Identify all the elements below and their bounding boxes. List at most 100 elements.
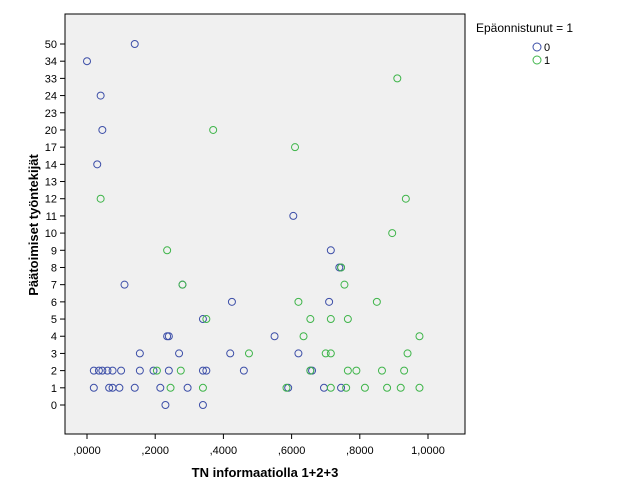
x-tick-label: ,4000 bbox=[210, 445, 238, 457]
data-point bbox=[326, 246, 335, 255]
data-point bbox=[164, 366, 173, 375]
data-point bbox=[360, 383, 369, 392]
data-point bbox=[326, 315, 335, 324]
x-tick-label: ,2000 bbox=[141, 445, 169, 457]
data-point bbox=[183, 383, 192, 392]
y-tick-label: 5 bbox=[51, 314, 57, 326]
data-point bbox=[115, 383, 124, 392]
data-point bbox=[152, 366, 161, 375]
y-tick-label: 9 bbox=[51, 245, 57, 257]
y-tick-label: 6 bbox=[51, 297, 57, 309]
data-point bbox=[415, 383, 424, 392]
data-point bbox=[209, 125, 218, 134]
data-point bbox=[326, 349, 335, 358]
data-point bbox=[135, 366, 144, 375]
data-point bbox=[198, 315, 207, 324]
data-point bbox=[377, 366, 386, 375]
y-tick-label: 34 bbox=[45, 56, 57, 68]
legend: Epäonnistunut = 1 01 bbox=[476, 21, 573, 67]
y-tick-label: 13 bbox=[45, 177, 57, 189]
data-point bbox=[98, 125, 107, 134]
data-point bbox=[130, 40, 139, 48]
x-tick-label: ,0000 bbox=[73, 445, 101, 457]
x-tick-label: ,8000 bbox=[346, 445, 374, 457]
y-tick-label: 23 bbox=[45, 108, 57, 120]
y-tick-label: 12 bbox=[45, 194, 57, 206]
data-point bbox=[299, 332, 308, 341]
data-point bbox=[403, 349, 412, 358]
data-point bbox=[289, 211, 298, 220]
data-point bbox=[135, 349, 144, 358]
y-tick-label: 2 bbox=[51, 366, 57, 378]
data-point bbox=[239, 366, 248, 375]
data-point bbox=[372, 297, 381, 306]
data-point bbox=[415, 332, 424, 341]
data-point bbox=[89, 383, 98, 392]
data-point bbox=[321, 349, 330, 358]
data-point bbox=[117, 366, 126, 375]
y-tick-label: 33 bbox=[45, 73, 57, 85]
y-tick-label: 24 bbox=[45, 91, 57, 103]
data-point bbox=[294, 297, 303, 306]
y-tick-label: 1 bbox=[51, 383, 57, 395]
data-point bbox=[337, 263, 346, 272]
data-point bbox=[198, 401, 207, 409]
legend-label: 0 bbox=[544, 42, 550, 54]
data-point bbox=[96, 194, 105, 203]
legend-title: Epäonnistunut = 1 bbox=[476, 21, 573, 35]
y-tick-label: 14 bbox=[45, 159, 57, 171]
data-point bbox=[226, 349, 235, 358]
data-point bbox=[202, 315, 211, 324]
y-tick-label: 17 bbox=[45, 142, 57, 154]
data-point bbox=[89, 366, 98, 375]
data-point bbox=[198, 366, 207, 375]
y-tick-label: 11 bbox=[46, 211, 57, 223]
data-point bbox=[270, 332, 279, 341]
y-tick-label: 7 bbox=[51, 280, 57, 292]
data-point bbox=[176, 366, 185, 375]
data-point bbox=[282, 383, 291, 392]
data-point bbox=[120, 280, 129, 289]
data-point bbox=[94, 366, 103, 375]
x-tick-label: ,6000 bbox=[278, 445, 306, 457]
data-point bbox=[83, 57, 91, 66]
y-tick-label: 3 bbox=[51, 348, 57, 360]
data-point bbox=[352, 366, 361, 375]
data-point bbox=[108, 366, 117, 375]
y-axis-title: Päätoimiset työntekijät bbox=[26, 154, 41, 296]
x-tick-label: 1,0000 bbox=[411, 445, 445, 457]
legend-label: 1 bbox=[544, 55, 550, 67]
data-point bbox=[291, 143, 300, 152]
data-point bbox=[340, 280, 349, 289]
data-point bbox=[326, 383, 335, 392]
data-point bbox=[161, 401, 170, 409]
y-tick-label: 10 bbox=[45, 228, 57, 240]
data-point bbox=[306, 366, 315, 375]
x-axis: ,0000 ,2000 ,4000 ,6000 ,8000 1,0000 bbox=[73, 434, 445, 457]
data-point bbox=[401, 194, 410, 203]
data-point bbox=[342, 383, 351, 392]
data-point bbox=[383, 383, 392, 392]
y-tick-label: 50 bbox=[45, 39, 57, 51]
data-point bbox=[343, 366, 352, 375]
data-point bbox=[325, 297, 334, 306]
data-point bbox=[396, 383, 405, 392]
data-point bbox=[93, 160, 102, 169]
data-point bbox=[164, 332, 173, 341]
data-point bbox=[393, 74, 402, 83]
data-point bbox=[198, 383, 207, 392]
data-point bbox=[149, 366, 158, 375]
data-point bbox=[166, 383, 175, 392]
plot-area bbox=[64, 13, 466, 435]
data-point bbox=[400, 366, 409, 375]
data-point bbox=[337, 383, 346, 392]
data-point bbox=[103, 366, 112, 375]
data-point bbox=[156, 383, 165, 392]
data-point bbox=[244, 349, 253, 358]
data-point bbox=[388, 229, 397, 238]
legend-marker bbox=[532, 55, 542, 65]
data-points bbox=[83, 40, 424, 409]
x-axis-title: TN informaatiolla 1+2+3 bbox=[192, 465, 339, 480]
data-point bbox=[343, 315, 352, 324]
